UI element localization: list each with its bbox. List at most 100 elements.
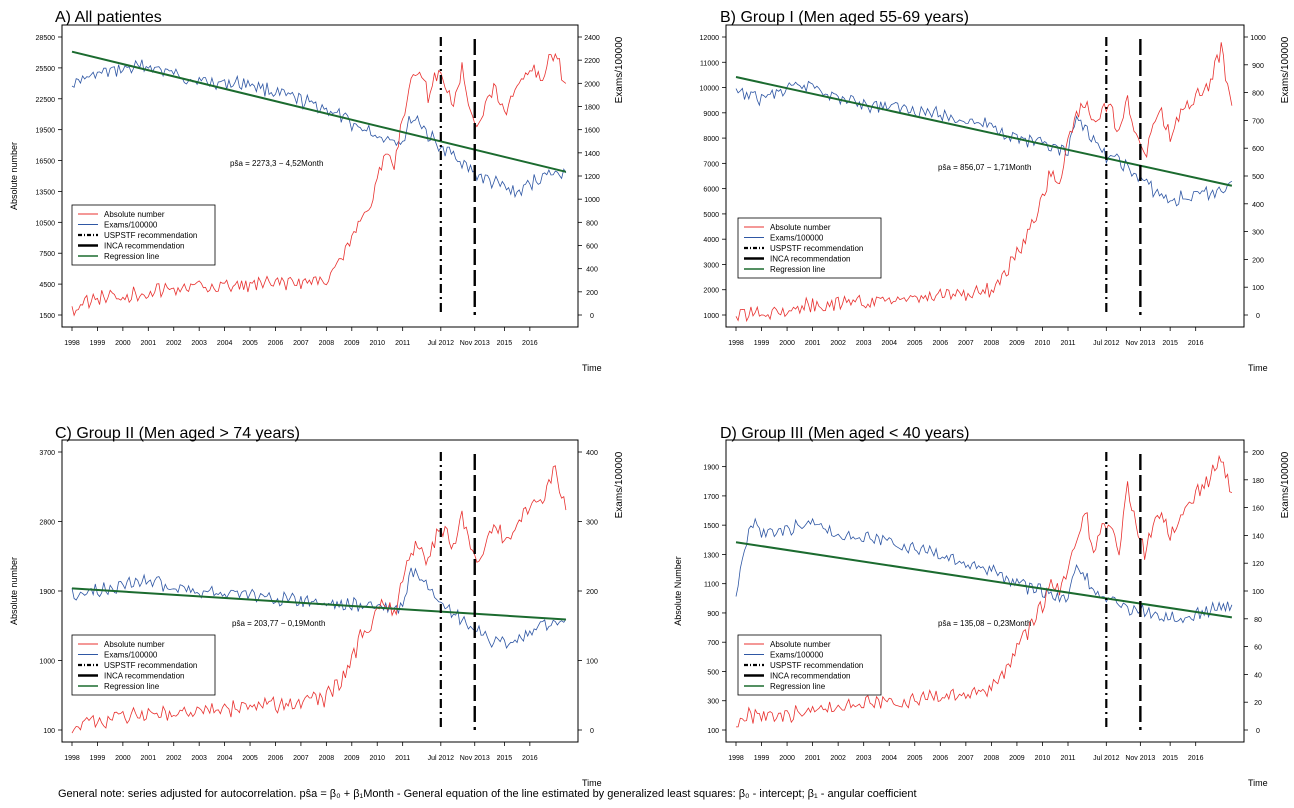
regression-equation: pŝa = 203,77 − 0,19Month	[232, 619, 325, 628]
legend-entry: Regression line	[770, 265, 826, 274]
y-tick-label: 2800	[39, 520, 55, 527]
y2-tick-label: 300	[586, 520, 598, 527]
y-tick-label: 25500	[36, 66, 56, 73]
y-tick-label: 1900	[39, 589, 55, 596]
legend-box	[71, 204, 216, 266]
y-tick-label: 1100	[704, 582, 719, 589]
x-tick-label: 2011	[395, 340, 410, 347]
y-tick-label: 1300	[703, 552, 719, 559]
x-tick-label: 2004	[217, 755, 233, 762]
legend-entry: INCA recommendation	[770, 255, 850, 264]
y-tick-label: 7000	[703, 161, 719, 168]
x-tick-label: 2006	[268, 340, 284, 347]
legend-entry: Exams/100000	[770, 234, 824, 243]
y2-axis-label: Exams/100000	[1280, 36, 1291, 103]
x-tick-label: 2000	[115, 340, 131, 347]
x-tick-label: 1998	[64, 340, 80, 347]
y-tick-label: 13500	[36, 189, 56, 196]
regression-line	[71, 50, 567, 173]
y-tick-label: 3000	[703, 262, 719, 269]
chart-panel-1: B) Group I (Men aged 55-69 years)1000200…	[700, 9, 1291, 373]
y2-tick-label: 140	[1252, 533, 1264, 540]
x-tick-label: 2016	[522, 755, 538, 762]
x-tick-label: 1998	[728, 755, 744, 762]
y-tick-label: 9000	[703, 111, 719, 118]
absolute-series-line	[736, 454, 1233, 728]
x-tick-label: 2000	[779, 755, 795, 762]
exams-series-line	[735, 80, 1233, 207]
y2-tick-label: 1000	[1250, 35, 1266, 42]
y2-tick-label: 100	[1252, 589, 1264, 596]
exams-series-line	[735, 517, 1233, 624]
y2-tick-label: 2200	[584, 58, 600, 65]
exams-series-line	[71, 59, 567, 199]
x-tick-label: Nov 2013	[460, 340, 490, 347]
y2-tick-label: 40	[1254, 672, 1262, 679]
x-tick-label: 2003	[856, 340, 872, 347]
x-tick-label: 1999	[90, 340, 106, 347]
y2-tick-label: 200	[586, 290, 598, 297]
absolute-series-line	[735, 42, 1233, 323]
y-tick-label: 1900	[703, 465, 719, 472]
y-axis-label: Absolute number	[9, 557, 19, 625]
plot-frame	[725, 24, 1245, 328]
plot-frame	[61, 24, 579, 328]
y-tick-label: 28500	[36, 35, 56, 42]
y-tick-label: 1500	[703, 523, 719, 530]
x-tick-label: 2001	[141, 755, 157, 762]
y2-tick-label: 400	[1252, 202, 1264, 209]
x-tick-label: 2004	[217, 340, 233, 347]
y2-tick-label: 800	[586, 220, 598, 227]
regression-equation: pŝa = 135,08 − 0,23Month	[938, 619, 1031, 628]
x-tick-label: 2006	[933, 340, 949, 347]
chart-panel-0: A) All patientes 1500 4500 7500 10500 13500 16…	[9, 9, 625, 373]
y-tick-label: 4000	[703, 237, 719, 244]
y-tick-label: 100	[43, 728, 55, 735]
x-tick-label: 2009	[344, 755, 360, 762]
legend-entry: USPSTF recommendation	[770, 244, 863, 253]
regression-line	[735, 541, 1233, 619]
x-tick-label: 2007	[293, 755, 309, 762]
x-tick-label: 2008	[984, 340, 1000, 347]
x-tick-label: 2001	[805, 755, 821, 762]
chart-title: C) Group II (Men aged > 74 years)	[55, 425, 300, 442]
x-tick-label: Jul 2012	[428, 340, 455, 347]
x-tick-label: 2011	[395, 755, 410, 762]
x-tick-label: 2011	[1060, 755, 1075, 762]
y-tick-label: 1700	[703, 494, 719, 501]
chart-panel-2: C) Group II (Men aged > 74 years)1001000…	[9, 425, 625, 788]
x-tick-label: 2008	[319, 340, 335, 347]
absolute-series-line	[71, 52, 567, 317]
regression-line	[71, 587, 566, 621]
x-axis-label: Time	[582, 778, 602, 788]
legend-entry: INCA recommendation	[104, 672, 184, 681]
y-tick-label: 4500	[39, 282, 55, 289]
x-tick-label: Nov 2013	[1125, 755, 1155, 762]
x-tick-label: 2001	[141, 340, 157, 347]
legend-entry: Regression line	[104, 682, 160, 691]
y2-tick-label: 200	[586, 589, 598, 596]
x-tick-label: 2009	[1009, 340, 1025, 347]
y2-tick-label: 0	[1256, 728, 1260, 735]
x-tick-label: 2015	[497, 340, 513, 347]
x-axis-label: Time	[582, 363, 602, 373]
x-tick-label: 2009	[1009, 755, 1025, 762]
legend-entry: Exams/100000	[104, 221, 158, 230]
legend-entry: USPSTF recommendation	[104, 231, 197, 240]
y2-tick-label: 0	[1256, 313, 1260, 320]
y-tick-label: 2000	[703, 288, 719, 295]
y-tick-label: 700	[707, 640, 719, 647]
x-tick-label: 2010	[369, 340, 385, 347]
y-tick-label: 1000	[703, 313, 719, 320]
x-tick-label: 2010	[1035, 755, 1051, 762]
y2-tick-label: 0	[590, 313, 594, 320]
x-tick-label: 1998	[64, 755, 80, 762]
legend-entry: USPSTF recommendation	[770, 661, 863, 670]
legend-entry: Absolute number	[770, 223, 831, 232]
legend-box	[71, 634, 216, 696]
legend-box	[737, 217, 882, 279]
regression-equation: pŝa = 2273,3 − 4,52Month	[230, 159, 323, 168]
